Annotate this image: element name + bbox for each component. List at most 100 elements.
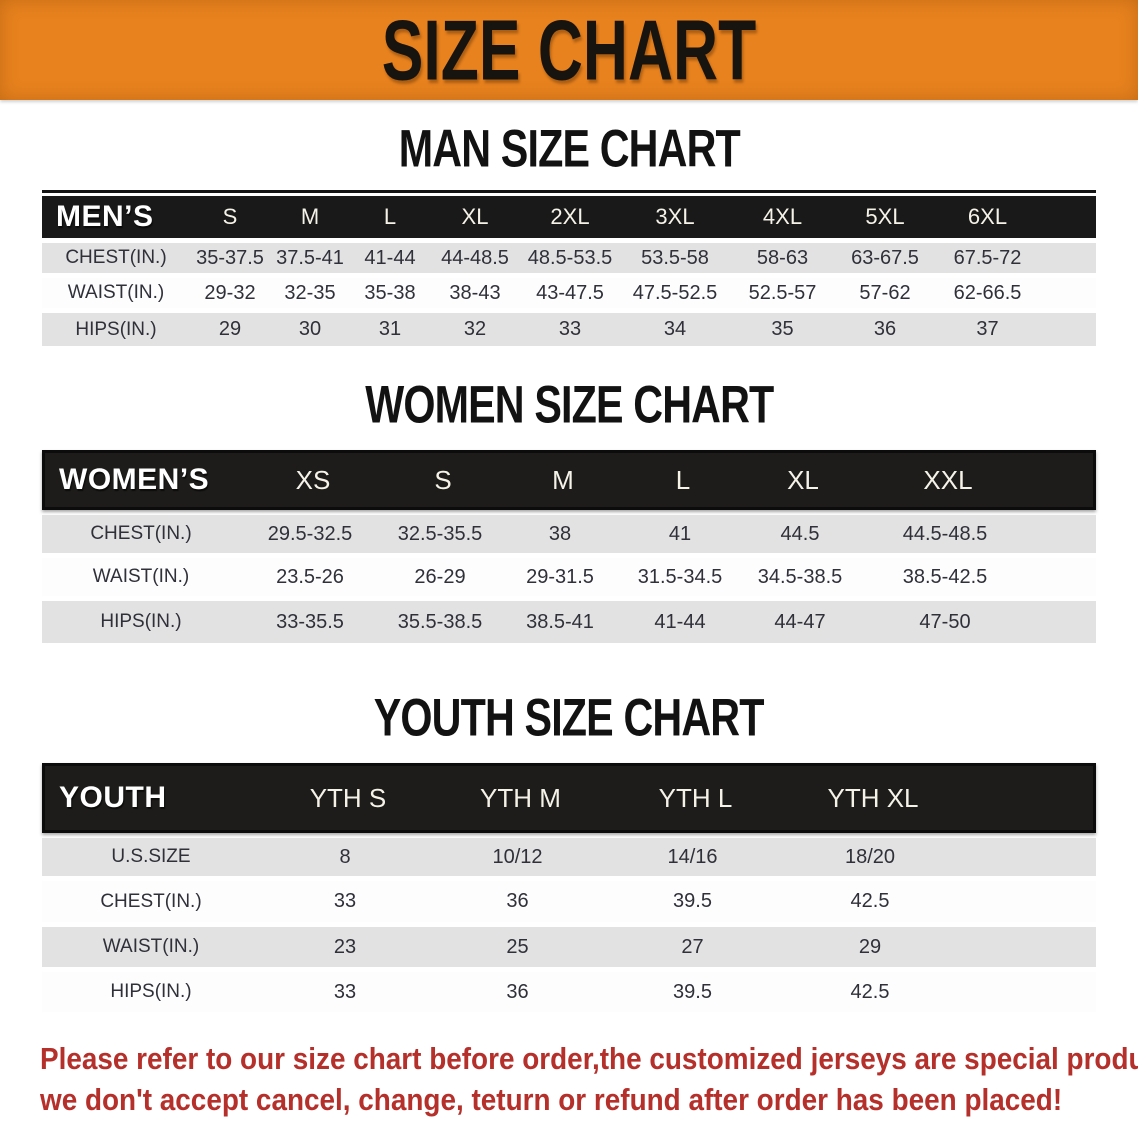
table-title-label: WOMEN’S xyxy=(59,463,210,496)
size-column-header: XS xyxy=(295,464,331,495)
youth-section-heading: YOUTH SIZE CHART xyxy=(0,690,1138,747)
size-value: 33-35.5 xyxy=(276,610,344,633)
size-value: 18/20 xyxy=(844,845,896,868)
size-value: 35-37.5 xyxy=(196,246,264,269)
size-value: 52.5-57 xyxy=(748,281,817,304)
size-value: 42.5 xyxy=(850,980,890,1003)
size-column-header: 5XL xyxy=(865,204,905,229)
men-section-heading-text: MAN SIZE CHART xyxy=(398,120,740,179)
measurement-row: HIPS(IN.) 29 30 31 32 33 34 35 36 37 xyxy=(42,313,1096,346)
size-value: 39.5 xyxy=(673,980,712,1003)
size-value: 67.5-72 xyxy=(953,246,1022,269)
size-column-header: S xyxy=(222,204,238,229)
order-disclaimer: Please refer to our size chart before or… xyxy=(0,1038,1138,1120)
size-value: 29 xyxy=(218,318,242,340)
row-label: WAIST(IN.) xyxy=(102,936,200,957)
row-label: WAIST(IN.) xyxy=(67,282,165,303)
size-column-header: L xyxy=(383,204,397,229)
size-value: 36 xyxy=(506,980,529,1003)
size-column-header: M xyxy=(300,204,320,229)
size-value: 29-32 xyxy=(204,281,256,304)
size-value: 34 xyxy=(663,318,687,340)
measurement-row: HIPS(IN.) 33-35.5 35.5-38.5 38.5-41 41-44 44-… xyxy=(42,601,1096,643)
size-value: 35.5-38.5 xyxy=(397,610,483,633)
size-value: 53.5-58 xyxy=(641,246,709,269)
size-value: 38.5-41 xyxy=(526,610,594,633)
size-value: 43-47.5 xyxy=(536,281,604,304)
measurement-row: U.S.SIZE 8 10/12 14/16 18/20 xyxy=(42,838,1096,876)
disclaimer-line-1: Please refer to our size chart before or… xyxy=(40,1041,1138,1076)
size-value: 57-62 xyxy=(859,281,911,304)
table-title-label: MEN’S xyxy=(56,200,154,233)
size-value: 35 xyxy=(771,318,794,340)
row-label: CHEST(IN.) xyxy=(100,890,202,912)
size-value: 23.5-26 xyxy=(276,565,344,588)
size-column-header: S xyxy=(434,464,452,495)
size-value: 38 xyxy=(548,522,572,545)
size-value: 58-63 xyxy=(756,246,809,269)
measurement-row: WAIST(IN.) 23.5-26 26-29 29-31.5 31.5-34.5 34… xyxy=(42,558,1096,596)
row-label: HIPS(IN.) xyxy=(110,981,192,1002)
men-size-table: MEN’S S M L XL 2XL 3XL 4XL 5XL 6XL CHEST(IN.) 35-37… xyxy=(42,190,1096,346)
size-value: 42.5 xyxy=(850,890,890,912)
men-section-heading: MAN SIZE CHART xyxy=(0,120,1138,179)
measurement-row: HIPS(IN.) 33 36 39.5 42.5 xyxy=(42,972,1096,1012)
banner-title: SIZE CHART xyxy=(381,1,757,99)
size-column-header: YTH XL xyxy=(827,782,919,813)
women-size-table: WOMEN’S XS S M L XL XXL CHEST(IN.) 29.5-32.5 32.5… xyxy=(42,450,1096,643)
size-column-header: YTH M xyxy=(480,782,561,813)
size-value: 47-50 xyxy=(919,610,971,633)
size-value: 36 xyxy=(873,318,897,340)
size-value: 32-35 xyxy=(284,281,336,304)
size-value: 31 xyxy=(378,318,402,340)
size-value: 26-29 xyxy=(414,565,466,588)
row-label: CHEST(IN.) xyxy=(65,247,167,268)
youth-size-table: YOUTH YTH S YTH M YTH L YTH XL U.S.SIZE 8 10/12… xyxy=(42,763,1096,1012)
table-header-row: YOUTH YTH S YTH M YTH L YTH XL xyxy=(42,763,1096,833)
size-value: 48.5-53.5 xyxy=(527,246,613,269)
size-value: 39.5 xyxy=(673,890,712,912)
size-value: 62-66.5 xyxy=(953,281,1022,304)
size-chart-banner: SIZE CHART xyxy=(0,0,1138,100)
measurement-row: CHEST(IN.) 29.5-32.5 32.5-35.5 38 41 44.5 44.5… xyxy=(42,515,1096,553)
size-value: 44.5-48.5 xyxy=(902,522,988,545)
table-top-rule xyxy=(42,190,1096,193)
size-value: 10/12 xyxy=(492,845,543,868)
size-value: 27 xyxy=(681,935,704,958)
size-value: 32.5-35.5 xyxy=(397,522,483,545)
size-column-header: YTH S xyxy=(309,782,387,813)
size-value: 34.5-38.5 xyxy=(757,565,843,588)
size-column-header: 3XL xyxy=(655,204,695,229)
measurement-row: CHEST(IN.) 33 36 39.5 42.5 xyxy=(42,881,1096,922)
size-value: 29 xyxy=(858,935,882,958)
size-value: 38.5-42.5 xyxy=(902,565,988,588)
size-column-header: 4XL xyxy=(762,204,803,229)
size-column-header: 2XL xyxy=(550,204,590,229)
size-column-header: YTH L xyxy=(658,782,733,813)
row-label: HIPS(IN.) xyxy=(100,611,182,632)
size-column-header: 6XL xyxy=(967,204,1008,229)
row-label: WAIST(IN.) xyxy=(92,566,190,587)
size-column-header: XL xyxy=(787,464,819,495)
size-value: 30 xyxy=(298,318,322,340)
women-section-heading-text: WOMEN SIZE CHART xyxy=(364,376,774,435)
size-value: 23 xyxy=(333,935,357,958)
table-header-row: MEN’S S M L XL 2XL 3XL 4XL 5XL 6XL xyxy=(42,196,1096,238)
disclaimer-line-2: we don't accept cancel, change, teturn o… xyxy=(40,1082,1063,1117)
size-column-header: L xyxy=(675,464,691,495)
table-header-row: WOMEN’S XS S M L XL XXL xyxy=(42,450,1096,510)
size-value: 8 xyxy=(339,845,351,868)
table-title-label: YOUTH xyxy=(59,781,167,814)
measurement-row: CHEST(IN.) 35-37.5 37.5-41 41-44 44-48.5 48.5… xyxy=(42,243,1096,273)
size-value: 47.5-52.5 xyxy=(632,281,718,304)
size-value: 29-31.5 xyxy=(526,565,594,588)
size-value: 44.5 xyxy=(780,522,820,545)
measurement-row: WAIST(IN.) 29-32 32-35 35-38 38-43 43-47.5 47.… xyxy=(42,278,1096,308)
size-value: 31.5-34.5 xyxy=(637,565,723,588)
size-column-header: M xyxy=(552,464,574,495)
size-value: 33 xyxy=(333,980,357,1003)
size-value: 29.5-32.5 xyxy=(267,522,353,545)
size-value: 63-67.5 xyxy=(851,246,919,269)
size-column-header: XXL xyxy=(923,464,973,495)
size-value: 32 xyxy=(463,318,487,340)
